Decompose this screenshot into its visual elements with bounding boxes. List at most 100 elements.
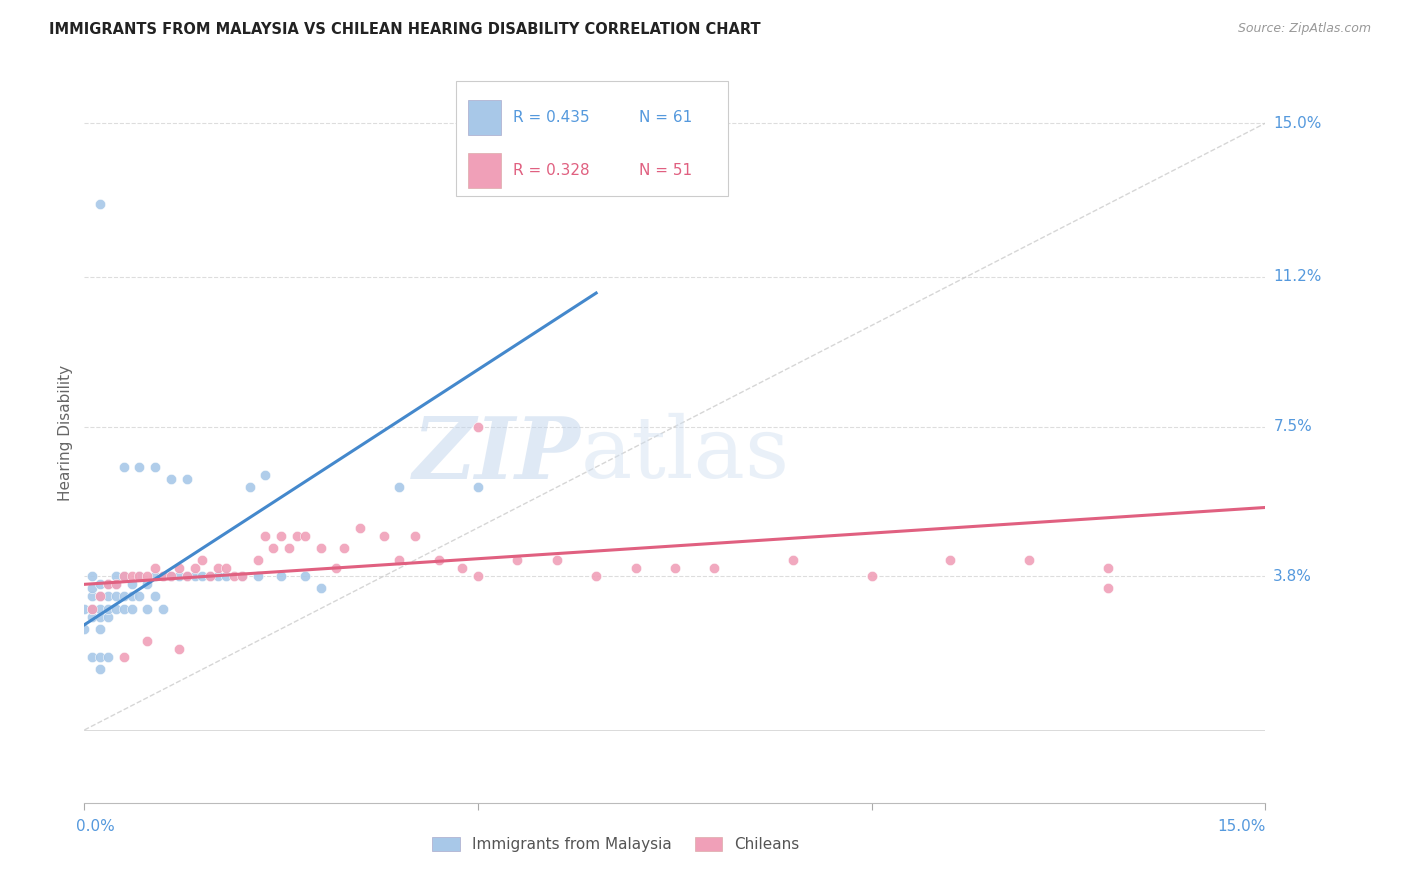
Point xyxy=(285,529,308,543)
Text: 11.2%: 11.2% xyxy=(1274,269,1322,285)
FancyBboxPatch shape xyxy=(457,81,728,195)
Point xyxy=(121,601,143,615)
Point xyxy=(246,553,269,567)
Point xyxy=(136,577,159,591)
Point xyxy=(333,541,356,555)
Point xyxy=(73,622,96,636)
Point xyxy=(239,480,262,494)
Point xyxy=(191,553,214,567)
Point xyxy=(1018,553,1040,567)
Point xyxy=(82,569,104,583)
Point xyxy=(89,622,111,636)
Point xyxy=(207,561,229,575)
Text: atlas: atlas xyxy=(581,413,790,497)
Point xyxy=(121,569,143,583)
Point xyxy=(270,569,292,583)
Point xyxy=(167,642,190,657)
Point xyxy=(191,569,214,583)
Point xyxy=(136,601,159,615)
Point xyxy=(112,460,135,475)
Point xyxy=(152,569,174,583)
Point xyxy=(143,590,166,604)
Y-axis label: Hearing Disability: Hearing Disability xyxy=(58,365,73,500)
Point xyxy=(89,590,111,604)
Point xyxy=(664,561,686,575)
Point xyxy=(121,590,143,604)
Point xyxy=(270,529,292,543)
Point xyxy=(176,472,198,486)
Point xyxy=(176,569,198,583)
Text: N = 51: N = 51 xyxy=(640,163,693,178)
Point xyxy=(97,609,120,624)
Text: 3.8%: 3.8% xyxy=(1274,569,1312,583)
Point xyxy=(89,601,111,615)
Point xyxy=(215,569,238,583)
Point xyxy=(782,553,804,567)
Point xyxy=(152,569,174,583)
Point xyxy=(136,569,159,583)
Point xyxy=(160,569,183,583)
Point xyxy=(939,553,962,567)
Point xyxy=(89,577,111,591)
Point xyxy=(325,561,347,575)
Point xyxy=(104,577,127,591)
Point xyxy=(160,472,183,486)
Bar xyxy=(468,100,502,136)
Point xyxy=(167,569,190,583)
Point xyxy=(254,529,277,543)
Point xyxy=(254,468,277,483)
Point xyxy=(373,529,395,543)
Point xyxy=(82,601,104,615)
Bar xyxy=(468,153,502,188)
Text: R = 0.435: R = 0.435 xyxy=(513,111,589,125)
Point xyxy=(112,569,135,583)
Point xyxy=(176,569,198,583)
Point xyxy=(89,590,111,604)
Point xyxy=(388,553,411,567)
Point xyxy=(467,419,489,434)
Point xyxy=(506,553,529,567)
Point xyxy=(231,569,253,583)
Point xyxy=(183,561,205,575)
Text: IMMIGRANTS FROM MALAYSIA VS CHILEAN HEARING DISABILITY CORRELATION CHART: IMMIGRANTS FROM MALAYSIA VS CHILEAN HEAR… xyxy=(49,22,761,37)
Point xyxy=(143,561,166,575)
Point xyxy=(585,569,607,583)
Point xyxy=(89,650,111,665)
Point xyxy=(167,561,190,575)
Text: 7.5%: 7.5% xyxy=(1274,419,1312,434)
Point xyxy=(73,601,96,615)
Point xyxy=(200,569,222,583)
Point xyxy=(207,569,229,583)
Point xyxy=(160,569,183,583)
Point xyxy=(97,577,120,591)
Point xyxy=(97,650,120,665)
Point xyxy=(467,480,489,494)
Point xyxy=(309,541,332,555)
Point xyxy=(183,569,205,583)
Point xyxy=(128,569,150,583)
Text: Source: ZipAtlas.com: Source: ZipAtlas.com xyxy=(1237,22,1371,36)
Point xyxy=(82,650,104,665)
Point xyxy=(82,601,104,615)
Point xyxy=(104,590,127,604)
Text: 15.0%: 15.0% xyxy=(1274,116,1322,130)
Point xyxy=(262,541,284,555)
Point xyxy=(136,634,159,648)
Point xyxy=(1097,561,1119,575)
Point xyxy=(89,609,111,624)
Point xyxy=(703,561,725,575)
Point xyxy=(860,569,883,583)
Point xyxy=(104,601,127,615)
Point xyxy=(467,569,489,583)
Point xyxy=(278,541,301,555)
Text: 15.0%: 15.0% xyxy=(1218,819,1265,834)
Point xyxy=(128,590,150,604)
Point xyxy=(624,561,647,575)
Point xyxy=(82,582,104,596)
Point xyxy=(309,582,332,596)
Point xyxy=(200,569,222,583)
Point xyxy=(112,569,135,583)
Point xyxy=(231,569,253,583)
Point xyxy=(97,577,120,591)
Point xyxy=(112,601,135,615)
